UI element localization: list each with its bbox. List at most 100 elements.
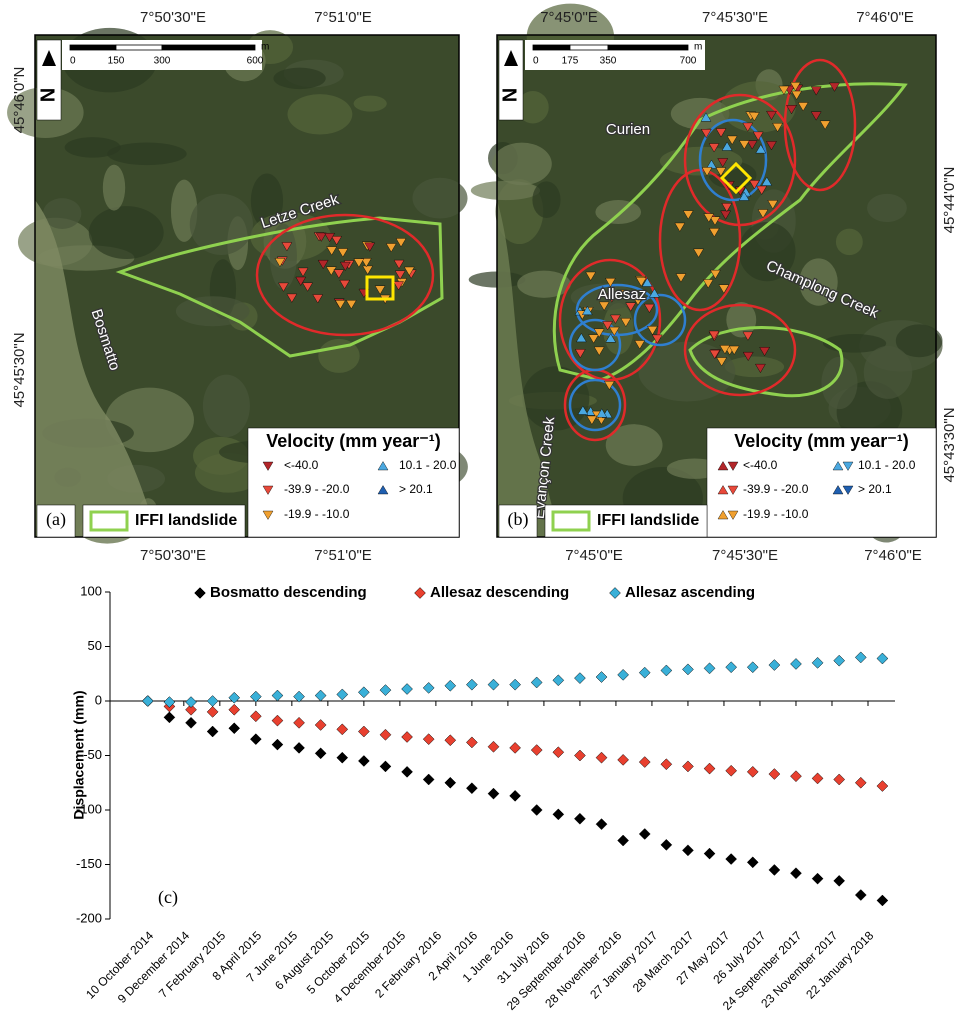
data-point bbox=[618, 835, 629, 846]
data-point bbox=[682, 664, 693, 675]
data-point bbox=[877, 895, 888, 906]
data-point bbox=[510, 679, 521, 690]
place-name: Curien bbox=[606, 121, 650, 138]
map-panel: 7°50'30"E7°51'0"E7°50'30"E7°51'0"E45°46'… bbox=[7, 9, 468, 564]
data-point bbox=[337, 752, 348, 763]
data-point bbox=[207, 706, 218, 717]
scale-segment bbox=[570, 45, 608, 50]
legend-label: > 20.1 bbox=[399, 482, 433, 496]
data-point bbox=[380, 761, 391, 772]
y-tick-label: 50 bbox=[88, 638, 102, 653]
terrain-patch bbox=[190, 194, 253, 255]
data-point bbox=[337, 724, 348, 735]
data-point bbox=[488, 679, 499, 690]
data-point bbox=[445, 777, 456, 788]
data-point bbox=[855, 777, 866, 788]
terrain-patch bbox=[203, 375, 250, 438]
iffi-label: IFFI landslide bbox=[597, 512, 699, 529]
legend-marker bbox=[415, 588, 426, 599]
figure: 7°50'30"E7°51'0"E7°50'30"E7°51'0"E45°46'… bbox=[0, 0, 962, 1016]
data-point bbox=[769, 769, 780, 780]
data-point bbox=[229, 692, 240, 703]
terrain-patch bbox=[836, 229, 863, 256]
data-point bbox=[877, 781, 888, 792]
data-point bbox=[553, 747, 564, 758]
data-point bbox=[531, 805, 542, 816]
data-point bbox=[445, 680, 456, 691]
scale-label: 350 bbox=[600, 56, 617, 67]
data-point bbox=[704, 763, 715, 774]
top-coordinate: 7°45'30"E bbox=[702, 9, 768, 26]
y-tick-label: 0 bbox=[95, 692, 102, 707]
iffi-label: IFFI landslide bbox=[135, 512, 237, 529]
data-point bbox=[726, 662, 737, 673]
legend-title: Velocity (mm year⁻¹) bbox=[266, 431, 441, 451]
scale-label: 150 bbox=[108, 56, 125, 67]
side-coordinate: 45°45'30"N bbox=[11, 332, 28, 407]
data-point bbox=[596, 672, 607, 683]
bottom-coordinate: 7°50'30"E bbox=[140, 547, 206, 564]
data-point bbox=[250, 691, 261, 702]
scale-segment bbox=[608, 45, 688, 50]
data-point bbox=[661, 839, 672, 850]
terrain-patch bbox=[492, 143, 552, 186]
data-point bbox=[812, 657, 823, 668]
data-point bbox=[315, 719, 326, 730]
data-point bbox=[726, 854, 737, 865]
data-point bbox=[164, 712, 175, 723]
scale-label: 600 bbox=[247, 56, 264, 67]
panel-label: (a) bbox=[46, 509, 66, 530]
legend-label: -39.9 - -20.0 bbox=[284, 482, 350, 496]
data-point bbox=[682, 845, 693, 856]
scale-label: 0 bbox=[70, 56, 76, 67]
top-coordinate: 7°50'30"E bbox=[140, 9, 206, 26]
panel-label: (c) bbox=[158, 887, 178, 908]
data-point bbox=[423, 774, 434, 785]
data-point bbox=[574, 813, 585, 824]
panel-label: (b) bbox=[508, 509, 529, 530]
legend-label: -39.9 - -20.0 bbox=[743, 482, 809, 496]
north-label: N bbox=[37, 88, 59, 102]
data-point bbox=[747, 766, 758, 777]
scale-unit: m bbox=[694, 42, 702, 53]
data-point bbox=[790, 868, 801, 879]
legend-label: > 20.1 bbox=[858, 482, 892, 496]
legend-marker bbox=[195, 588, 206, 599]
data-point bbox=[553, 675, 564, 686]
scale-label: 175 bbox=[562, 56, 579, 67]
data-point bbox=[855, 890, 866, 901]
data-point bbox=[531, 677, 542, 688]
data-point bbox=[531, 745, 542, 756]
data-point bbox=[488, 788, 499, 799]
scale-unit: m bbox=[261, 42, 269, 53]
data-point bbox=[445, 735, 456, 746]
data-point bbox=[596, 819, 607, 830]
data-point bbox=[466, 679, 477, 690]
y-tick-label: 100 bbox=[80, 583, 102, 598]
map-panel: 7°45'0"E7°45'30"E7°46'0"E7°45'0"E7°45'30… bbox=[469, 4, 958, 564]
data-point bbox=[142, 696, 153, 707]
data-point bbox=[639, 757, 650, 768]
bottom-coordinate: 7°51'0"E bbox=[314, 547, 372, 564]
legend-title: Velocity (mm year⁻¹) bbox=[734, 431, 909, 451]
data-point bbox=[747, 662, 758, 673]
legend-label: <-40.0 bbox=[743, 458, 778, 472]
data-point bbox=[704, 848, 715, 859]
side-coordinate: 45°44'0"N bbox=[941, 167, 958, 234]
x-tick-label: 5 October 2015 bbox=[304, 928, 373, 997]
legend-label: Allesaz ascending bbox=[625, 584, 755, 601]
data-point bbox=[618, 669, 629, 680]
data-point bbox=[661, 759, 672, 770]
data-point bbox=[423, 734, 434, 745]
bottom-coordinate: 7°46'0"E bbox=[864, 547, 922, 564]
data-point bbox=[207, 726, 218, 737]
data-point bbox=[466, 737, 477, 748]
terrain-patch bbox=[532, 181, 560, 218]
bottom-coordinate: 7°45'0"E bbox=[565, 547, 623, 564]
data-point bbox=[812, 873, 823, 884]
data-point bbox=[855, 652, 866, 663]
top-coordinate: 7°45'0"E bbox=[540, 9, 598, 26]
data-point bbox=[402, 766, 413, 777]
data-point bbox=[769, 864, 780, 875]
legend-label: 10.1 - 20.0 bbox=[858, 458, 916, 472]
